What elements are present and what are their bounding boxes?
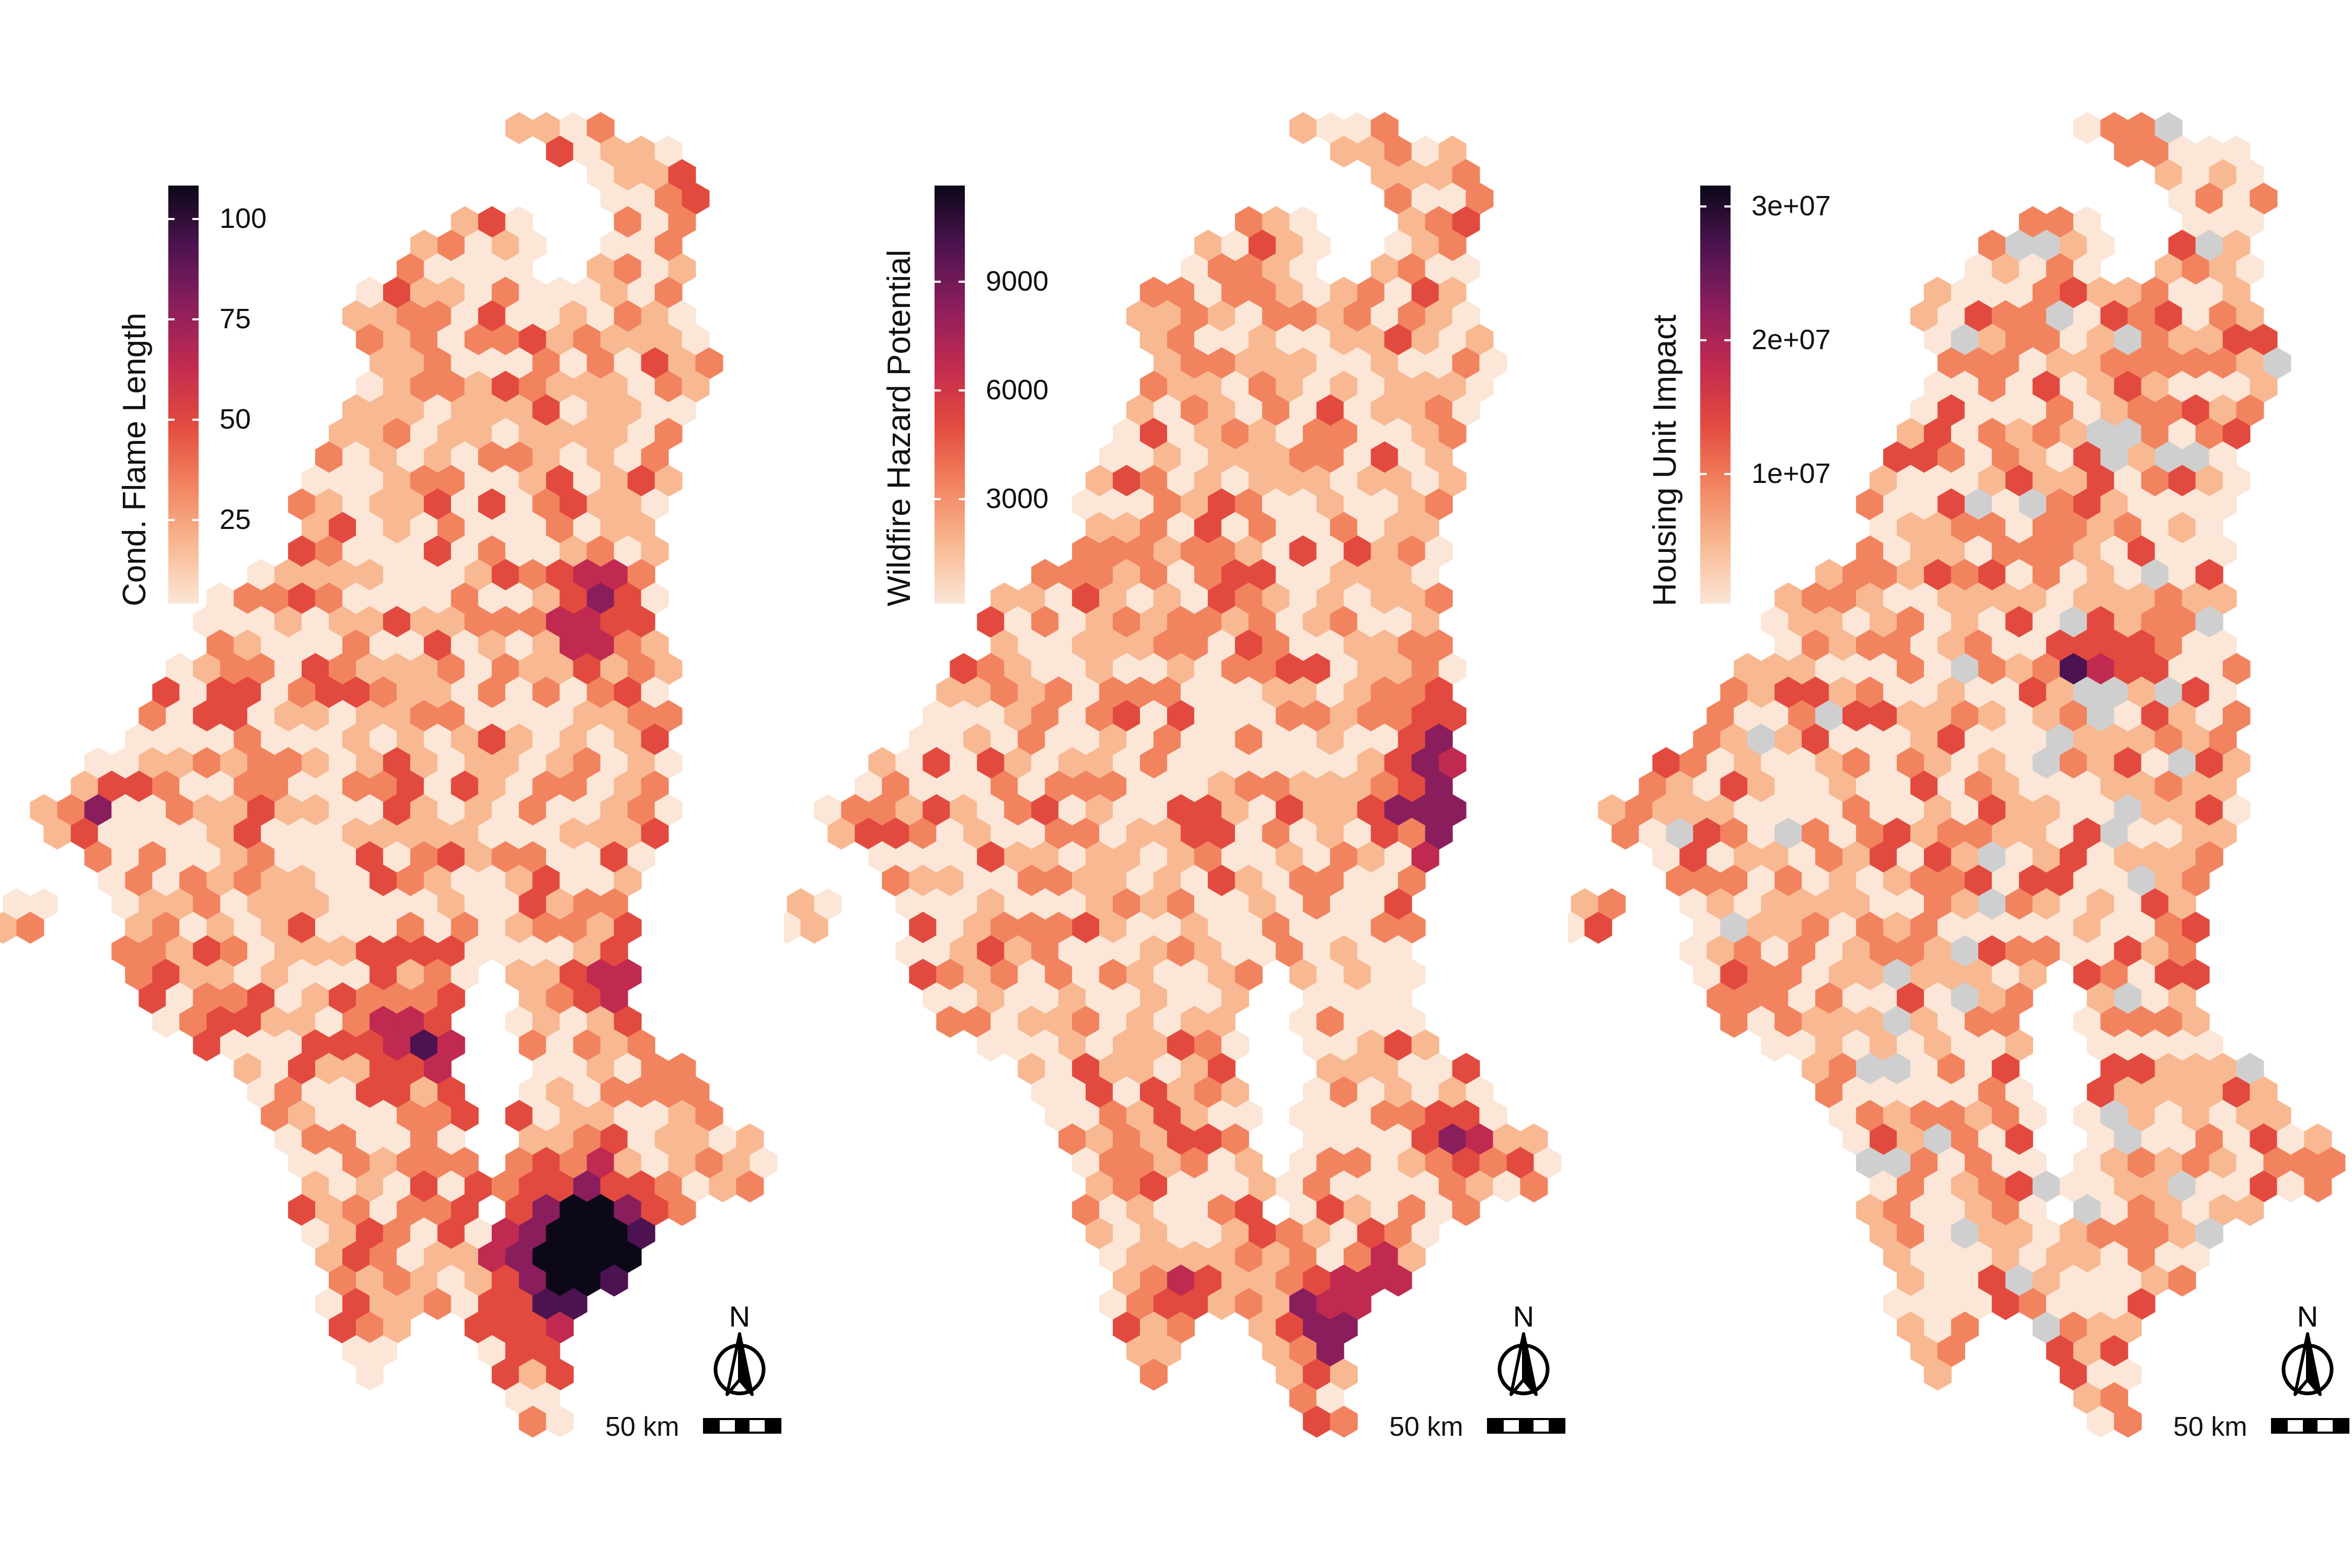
hex-cell (2114, 1405, 2142, 1438)
legend-tick-label: 75 (220, 303, 251, 335)
north-arrow-icon: N (2276, 1300, 2339, 1401)
hex-cell (16, 912, 44, 944)
legend-tick-label: 3e+07 (1751, 190, 1831, 222)
legend-tick-mark (192, 218, 199, 220)
svg-text:N: N (729, 1301, 750, 1333)
legend-tick-mark (959, 281, 965, 283)
housing-impact-legend-title: Housing Unit Impact (1647, 314, 1683, 606)
legend-tick-mark (959, 498, 965, 500)
hex-cell (356, 1358, 384, 1391)
hex-cell (2073, 112, 2101, 144)
legend-tick-mark (1700, 473, 1707, 475)
legend-tick-label: 100 (220, 203, 267, 234)
hazard-potential-colorbar (935, 186, 965, 604)
north-arrow-icon: N (1492, 1300, 1555, 1401)
scale-bar-label: 50 km (605, 1412, 679, 1442)
hex-cell (2168, 1264, 2196, 1297)
hex-layer (784, 112, 1562, 1438)
legend-tick-mark (935, 389, 941, 391)
legend-tick-mark (1700, 339, 1707, 341)
hazard-potential-panel: Wildfire Hazard Potential 9000 6000 3000 N… (784, 0, 1568, 1568)
legend-tick-label: 25 (220, 504, 251, 535)
legend-tick-mark (935, 498, 941, 500)
legend-tick-mark (192, 419, 199, 421)
legend-tick-mark (168, 318, 175, 320)
flame-length-legend-title: Cond. Flame Length (117, 313, 153, 606)
legend-tick-mark (1724, 339, 1731, 341)
hex-cell (1924, 1358, 1952, 1391)
legend-tick-label: 6000 (986, 374, 1049, 406)
legend-tick-mark (168, 218, 175, 220)
legend-tick-mark (1724, 473, 1731, 475)
hex-layer (1568, 112, 2346, 1438)
hex-cell (2304, 1170, 2332, 1203)
scale-bar-label: 50 km (2173, 1412, 2247, 1442)
svg-text:N: N (1513, 1301, 1534, 1333)
svg-text:N: N (2297, 1301, 2318, 1333)
housing-impact-colorbar (1700, 186, 1731, 604)
legend-tick-label: 2e+07 (1751, 324, 1831, 355)
legend-tick-mark (1700, 205, 1707, 207)
legend-tick-label: 3000 (986, 483, 1049, 514)
hex-cell (1452, 1194, 1480, 1226)
hex-cell (546, 1405, 574, 1438)
legend-tick-mark (1724, 205, 1731, 207)
hex-cell (736, 1170, 764, 1203)
legend-tick-label: 9000 (986, 266, 1049, 297)
hex-cell (800, 912, 828, 944)
hex-cell (1330, 1405, 1358, 1438)
hex-cell (2236, 1194, 2264, 1226)
scale-bar (703, 1418, 781, 1434)
legend-tick-label: 50 (220, 403, 251, 435)
flame-length-hex-map (0, 112, 778, 1438)
legend-tick-mark (168, 519, 175, 521)
scale-bar (2271, 1418, 2349, 1434)
hex-cell (600, 1264, 628, 1297)
legend-tick-mark (192, 519, 199, 521)
hex-cell (1584, 912, 1612, 944)
hazard-potential-legend-title: Wildfire Hazard Potential (881, 249, 917, 606)
north-arrow-icon: N (708, 1300, 771, 1401)
hex-cell (505, 112, 533, 144)
scale-bar (1487, 1418, 1565, 1434)
flame-length-panel: Cond. Flame Length 100 75 50 25 N 50 km (0, 0, 784, 1568)
legend-tick-mark (935, 281, 941, 283)
hex-layer (0, 112, 778, 1438)
hex-cell (1289, 112, 1317, 144)
hazard-potential-hex-map (784, 112, 1562, 1438)
legend-tick-label: 1e+07 (1751, 458, 1831, 489)
hex-cell (1140, 1358, 1168, 1391)
hex-cell (1384, 1264, 1412, 1297)
housing-impact-hex-map (1568, 112, 2346, 1438)
flame-length-colorbar (168, 186, 199, 604)
legend-tick-mark (168, 419, 175, 421)
legend-tick-mark (959, 389, 965, 391)
hex-cell (668, 1194, 696, 1226)
scale-bar-label: 50 km (1389, 1412, 1463, 1442)
legend-tick-mark (192, 318, 199, 320)
hex-cell (1520, 1170, 1548, 1203)
housing-impact-panel: Housing Unit Impact 3e+07 2e+07 1e+07 N 50… (1568, 0, 2352, 1568)
